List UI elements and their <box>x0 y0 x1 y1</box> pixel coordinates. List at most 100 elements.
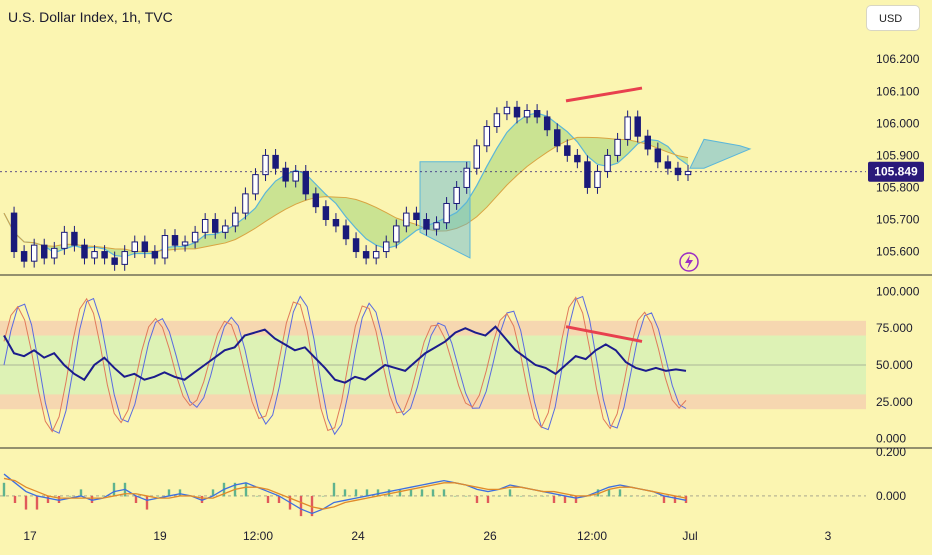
price-tick-label: 106.100 <box>876 84 920 98</box>
rsi-line <box>3 325 687 384</box>
macd-histogram-bar <box>420 489 424 497</box>
macd-histogram-bar <box>134 495 138 503</box>
macd-histogram-bar <box>68 495 72 497</box>
macd-histogram-bar <box>255 495 259 497</box>
macd-histogram-bar <box>409 489 413 497</box>
candle <box>111 257 118 265</box>
candle <box>352 238 360 253</box>
macd-histogram-bar <box>453 495 457 497</box>
time-tick-label: 26 <box>483 529 497 543</box>
candle <box>523 110 531 118</box>
currency-button[interactable]: USD <box>866 5 920 31</box>
macd-histogram-bar <box>541 495 545 497</box>
time-tick-label: 12:00 <box>577 529 607 543</box>
macd-histogram-bar <box>46 495 50 503</box>
candle <box>433 222 440 230</box>
candle <box>332 219 340 227</box>
macd-histogram-bar <box>596 489 600 497</box>
candle <box>161 235 169 259</box>
macd-histogram-bar <box>563 495 567 503</box>
cloud-span-b-line <box>3 136 689 252</box>
overbought-band <box>0 320 866 336</box>
oscillator-tick-label: 25.000 <box>876 395 913 409</box>
candle <box>463 167 470 188</box>
candle <box>292 170 299 182</box>
macd-tick-label: 0.000 <box>876 489 906 503</box>
macd-histogram-bar <box>266 495 270 503</box>
macd-histogram-bar <box>299 495 303 517</box>
macd-tick-label: 0.200 <box>876 445 906 459</box>
lightning-icon[interactable] <box>679 252 699 272</box>
macd-histogram-bar <box>277 495 281 503</box>
candle <box>41 244 48 259</box>
time-tick-label: 19 <box>153 529 167 543</box>
candle <box>644 135 651 150</box>
candle <box>171 235 179 246</box>
oscillator-tick-label: 75.000 <box>876 321 913 335</box>
oscillator-tick-label: 0.000 <box>876 432 906 446</box>
candle <box>222 225 229 233</box>
macd-histogram-bar <box>486 495 490 503</box>
macd-histogram-bar <box>629 495 633 497</box>
macd-histogram-bar <box>387 489 391 497</box>
time-tick-label: 24 <box>351 529 365 543</box>
time-tick-label: 3 <box>825 529 832 543</box>
candle <box>282 167 289 182</box>
time-tick-label: 12:00 <box>243 529 273 543</box>
macd-histogram-bar <box>332 482 336 497</box>
candle <box>312 193 320 208</box>
price-tick-label: 105.800 <box>876 180 920 194</box>
macd-histogram-bar <box>519 495 523 497</box>
signal-line <box>3 477 687 510</box>
candle <box>201 219 209 233</box>
candle <box>342 225 350 240</box>
candle <box>503 106 511 115</box>
price-tick-label: 105.700 <box>876 213 920 227</box>
macd-histogram-bar <box>112 482 116 497</box>
macd-histogram-bar <box>79 489 83 497</box>
candle <box>564 145 571 156</box>
macd-histogram-bar <box>662 495 666 503</box>
oscillator-tick-label: 100.000 <box>876 284 920 298</box>
macd-histogram-bar <box>398 489 402 497</box>
candle <box>403 212 410 227</box>
macd-histogram-bar <box>156 495 160 497</box>
candle <box>10 212 18 253</box>
candle <box>604 154 611 172</box>
candle <box>423 219 430 230</box>
macd-histogram-bar <box>431 489 435 497</box>
candle <box>543 116 551 131</box>
macd-histogram-bar <box>200 495 204 503</box>
candle <box>383 241 390 253</box>
candle <box>554 129 561 147</box>
macd-histogram-bar <box>365 489 369 497</box>
candle <box>302 170 309 195</box>
oversold-band <box>0 394 866 410</box>
candle <box>533 110 541 118</box>
candle <box>101 251 108 259</box>
candle <box>71 231 78 246</box>
candle <box>664 161 672 169</box>
macd-histogram-bar <box>13 495 17 503</box>
candle <box>443 202 450 224</box>
price-tick-label: 106.200 <box>876 52 920 66</box>
ichimoku-cloud <box>4 113 688 257</box>
macd-histogram-bar <box>442 489 446 497</box>
last-price-label: 105.849 <box>874 165 918 179</box>
candle <box>151 251 159 259</box>
macd-line <box>3 473 687 515</box>
candle <box>634 116 641 137</box>
macd-histogram-bar <box>178 489 182 497</box>
candle <box>272 154 279 169</box>
macd-histogram-bar <box>376 489 380 497</box>
candle <box>584 161 591 188</box>
candle <box>362 251 370 259</box>
macd-histogram-bar <box>640 495 644 497</box>
macd-histogram-bar <box>321 495 325 497</box>
macd-histogram-bar <box>167 489 171 497</box>
macd-histogram-bar <box>530 495 534 497</box>
oscillator-tick-label: 50.000 <box>876 358 913 372</box>
candle <box>30 244 38 262</box>
